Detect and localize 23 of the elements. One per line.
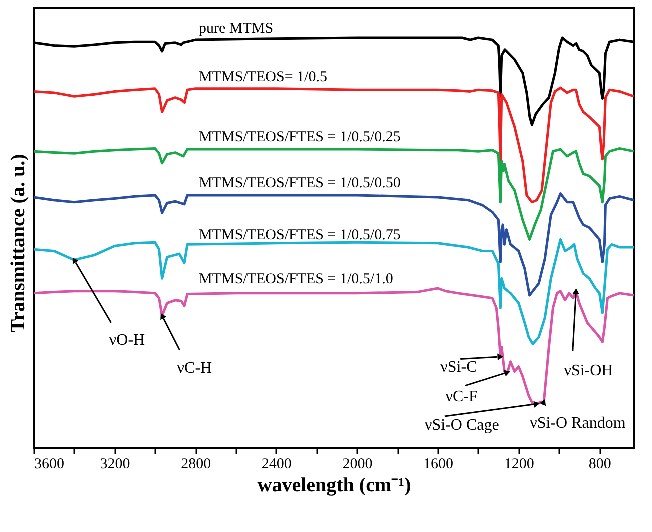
x-tick-label: 2000 xyxy=(342,456,373,472)
x-axis-title: wavelength (cm⁻¹) xyxy=(258,474,412,496)
x-tick-label: 1600 xyxy=(424,456,454,472)
series-label: MTMS/TEOS= 1/0.5 xyxy=(199,70,328,86)
annotation: νSi-O Cage xyxy=(425,417,500,434)
annotation: νSi-C xyxy=(440,358,478,376)
x-tick-label: 800 xyxy=(588,456,612,472)
annotation: νSi-OH xyxy=(564,362,614,380)
series-label: MTMS/TEOS/FTES = 1/0.5/1.0 xyxy=(199,271,394,288)
y-axis-title: Transmittance (a. u.) xyxy=(8,154,30,333)
x-tick-label: 3200 xyxy=(100,456,130,472)
annotation: νSi-O Random xyxy=(530,415,626,432)
series-label: MTMS/TEOS/FTES = 1/0.5/0.75 xyxy=(199,228,401,244)
x-tick-label: 3600 xyxy=(34,456,64,472)
annotation: νC-H xyxy=(177,360,213,377)
series-label: pure MTMS xyxy=(199,20,274,37)
annotation: νC-F xyxy=(446,388,478,406)
x-tick-label: 2800 xyxy=(181,456,212,472)
x-tick-label: 1200 xyxy=(504,456,534,472)
annotation: νO-H xyxy=(109,332,146,350)
x-tick-label: 2400 xyxy=(262,456,292,472)
series-label: MTMS/TEOS/FTES = 1/0.5/0.25 xyxy=(199,130,401,146)
series-label: MTMS/TEOS/FTES = 1/0.5/0.50 xyxy=(199,175,401,192)
